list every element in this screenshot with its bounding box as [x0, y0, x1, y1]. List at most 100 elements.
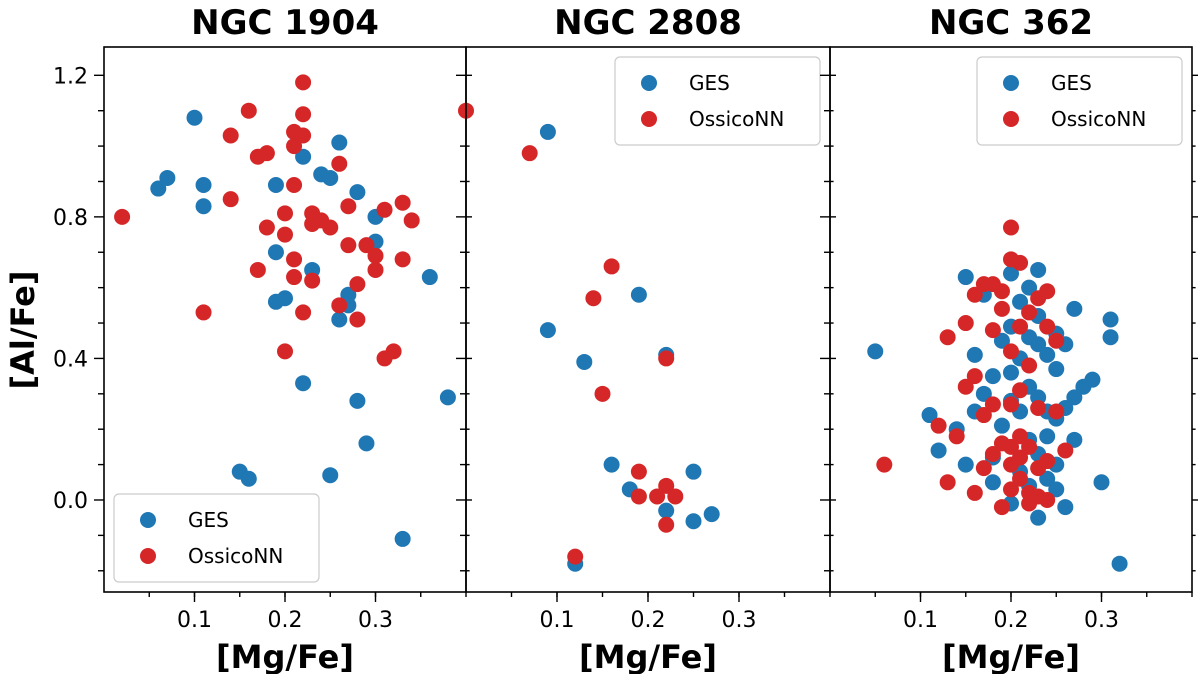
y-tick-label: 0.8: [53, 206, 88, 231]
data-point-ges: [394, 530, 411, 547]
data-point-ossiconn: [394, 251, 411, 268]
data-point-ges: [1030, 261, 1047, 278]
legend-marker-ossiconn: [641, 111, 657, 127]
data-point-ossiconn: [567, 548, 584, 565]
data-point-ges: [1048, 361, 1065, 378]
legend-box: [976, 56, 1183, 146]
data-point-ossiconn: [1021, 438, 1038, 455]
data-point-ossiconn: [594, 385, 611, 402]
data-point-ges: [1066, 431, 1083, 448]
x-tick-label: 0.2: [994, 608, 1029, 633]
legend-box: [113, 493, 320, 583]
data-point-ges: [539, 123, 556, 140]
data-point-ges: [957, 269, 974, 286]
data-point-ges: [267, 177, 284, 194]
data-point-ossiconn: [658, 350, 675, 367]
data-point-ossiconn: [1003, 343, 1019, 360]
x-tick-label: 0.3: [1084, 608, 1119, 633]
data-point-ges: [984, 368, 1001, 385]
data-point-ossiconn: [957, 315, 974, 332]
data-point-ossiconn: [286, 251, 303, 268]
data-point-ossiconn: [1012, 382, 1029, 399]
legend-marker-ges: [641, 75, 657, 91]
data-point-ossiconn: [1012, 318, 1029, 335]
data-point-ges: [539, 322, 556, 339]
data-point-ossiconn: [1003, 481, 1019, 498]
data-point-ossiconn: [1057, 442, 1074, 459]
panel-title: NGC 362: [929, 3, 1093, 43]
x-tick-label: 0.1: [177, 608, 212, 633]
data-point-ossiconn: [966, 286, 983, 303]
data-point-ges: [277, 290, 293, 307]
data-point-ges: [1057, 499, 1074, 516]
data-point-ges: [150, 180, 167, 197]
legend-label-ossiconn: OssicoNN: [689, 107, 784, 131]
data-point-ossiconn: [630, 463, 647, 480]
data-point-ges: [240, 470, 257, 487]
data-point-ges: [439, 389, 456, 406]
data-point-ges: [358, 435, 375, 452]
data-point-ossiconn: [957, 378, 974, 395]
data-point-ossiconn: [376, 201, 393, 218]
data-point-ges: [1066, 389, 1083, 406]
x-axis-label: [Mg/Fe]: [579, 638, 717, 674]
data-point-ges: [957, 456, 974, 473]
data-point-ges: [685, 463, 702, 480]
data-point-ges: [703, 506, 720, 523]
data-point-ossiconn: [331, 155, 348, 172]
y-tick-label: 0.4: [53, 347, 88, 372]
data-point-ossiconn: [340, 198, 357, 215]
data-point-ges: [930, 442, 947, 459]
x-tick-label: 0.2: [268, 608, 303, 633]
x-tick-label: 0.1: [540, 608, 575, 633]
y-axis-label: [Al/Fe]: [4, 271, 42, 390]
data-point-ossiconn: [1012, 254, 1029, 271]
data-point-ossiconn: [603, 258, 620, 275]
data-point-ossiconn: [630, 488, 647, 505]
data-point-ges: [340, 286, 357, 303]
legend-marker-ossiconn: [140, 548, 156, 564]
series-ossiconn: [114, 74, 420, 367]
data-point-ges: [267, 244, 284, 261]
data-point-ges: [1021, 279, 1038, 296]
data-point-ges: [1003, 265, 1019, 282]
legend-label-ges: GES: [188, 508, 229, 532]
data-point-ossiconn: [993, 283, 1010, 300]
data-point-ossiconn: [1003, 438, 1019, 455]
data-point-ges: [921, 407, 938, 424]
data-point-ossiconn: [984, 396, 1001, 413]
data-point-ossiconn: [1012, 470, 1029, 487]
data-point-ges: [349, 392, 366, 409]
data-point-ges: [1012, 293, 1029, 310]
panel-title: NGC 1904: [191, 3, 379, 43]
data-point-ossiconn: [358, 237, 375, 254]
data-point-ossiconn: [1012, 428, 1029, 445]
data-point-ges: [658, 502, 675, 519]
data-point-ges: [1102, 329, 1119, 346]
data-point-ges: [159, 169, 176, 186]
data-point-ossiconn: [667, 488, 684, 505]
data-point-ges: [295, 148, 312, 165]
data-point-ossiconn: [1048, 332, 1065, 349]
data-point-ossiconn: [258, 219, 275, 236]
data-point-ossiconn: [195, 304, 212, 321]
data-point-ossiconn: [930, 417, 947, 434]
x-tick-label: 0.3: [358, 608, 393, 633]
legend-marker-ges: [140, 512, 156, 528]
data-point-ossiconn: [975, 407, 992, 424]
series-ossiconn: [458, 102, 684, 565]
data-point-ges: [984, 474, 1001, 491]
data-point-ossiconn: [295, 106, 312, 123]
data-point-ossiconn: [966, 368, 983, 385]
data-point-ossiconn: [1021, 304, 1038, 321]
data-point-ossiconn: [1021, 357, 1038, 374]
data-point-ges: [685, 513, 702, 530]
plot-frame: [829, 46, 1193, 593]
data-point-ossiconn: [1021, 495, 1038, 512]
series-ossiconn: [876, 219, 1074, 516]
y-tick-label: 0.0: [53, 489, 88, 514]
data-point-ossiconn: [939, 474, 956, 491]
data-point-ges: [195, 177, 212, 194]
data-point-ossiconn: [222, 191, 239, 208]
legend-box: [614, 56, 821, 146]
